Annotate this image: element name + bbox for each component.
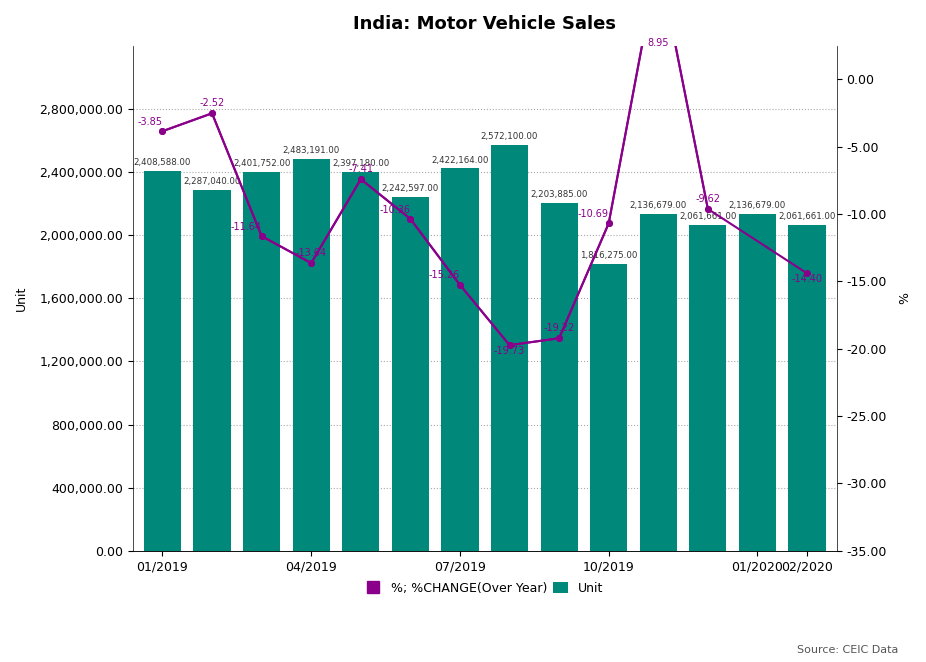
- Legend: %; %CHANGE(Over Year), Unit: %; %CHANGE(Over Year), Unit: [361, 577, 608, 600]
- Bar: [640, 214, 677, 551]
- Text: -10.69: -10.69: [578, 209, 608, 219]
- Bar: [194, 190, 231, 551]
- Text: 2,401,752.00: 2,401,752.00: [233, 159, 291, 167]
- Bar: [293, 159, 330, 551]
- Text: -11.64: -11.64: [231, 222, 262, 232]
- Text: 8.95: 8.95: [647, 38, 669, 48]
- Bar: [541, 203, 578, 551]
- Y-axis label: Unit: Unit: [15, 285, 28, 311]
- Text: -10.36: -10.36: [380, 205, 410, 215]
- Text: -7.41: -7.41: [348, 164, 373, 174]
- Bar: [442, 168, 479, 551]
- Text: Source: CEIC Data: Source: CEIC Data: [797, 645, 898, 655]
- Y-axis label: %: %: [898, 292, 911, 305]
- Title: India: Motor Vehicle Sales: India: Motor Vehicle Sales: [353, 15, 616, 33]
- Text: -2.52: -2.52: [199, 98, 225, 108]
- Text: 2,061,661.00: 2,061,661.00: [679, 213, 736, 221]
- Text: 2,572,100.00: 2,572,100.00: [481, 132, 538, 141]
- Text: 2,408,588.00: 2,408,588.00: [133, 158, 191, 167]
- Text: 2,287,040.00: 2,287,040.00: [183, 177, 241, 186]
- Bar: [491, 145, 528, 551]
- Bar: [392, 197, 429, 551]
- Bar: [590, 264, 627, 551]
- Bar: [739, 214, 776, 551]
- Text: 2,136,679.00: 2,136,679.00: [729, 201, 786, 210]
- Bar: [343, 172, 380, 551]
- Text: -19.22: -19.22: [544, 323, 575, 333]
- Text: 2,422,164.00: 2,422,164.00: [432, 156, 489, 165]
- Text: -14.40: -14.40: [792, 274, 822, 284]
- Text: -19.73: -19.73: [494, 346, 525, 356]
- Text: -9.62: -9.62: [695, 193, 720, 203]
- Bar: [788, 225, 826, 551]
- Text: 2,203,885.00: 2,203,885.00: [531, 190, 588, 199]
- Text: 2,242,597.00: 2,242,597.00: [382, 184, 439, 193]
- Text: 1,816,275.00: 1,816,275.00: [580, 251, 637, 260]
- Text: -15.26: -15.26: [429, 269, 460, 279]
- Text: -3.85: -3.85: [137, 117, 162, 127]
- Bar: [689, 225, 727, 551]
- Text: -13.64: -13.64: [295, 248, 327, 258]
- Text: 2,061,661.00: 2,061,661.00: [779, 213, 836, 221]
- Text: 2,136,679.00: 2,136,679.00: [630, 201, 687, 210]
- Bar: [243, 171, 281, 551]
- Text: 2,483,191.00: 2,483,191.00: [282, 146, 340, 155]
- Bar: [144, 171, 181, 551]
- Text: 2,397,180.00: 2,397,180.00: [332, 160, 390, 168]
